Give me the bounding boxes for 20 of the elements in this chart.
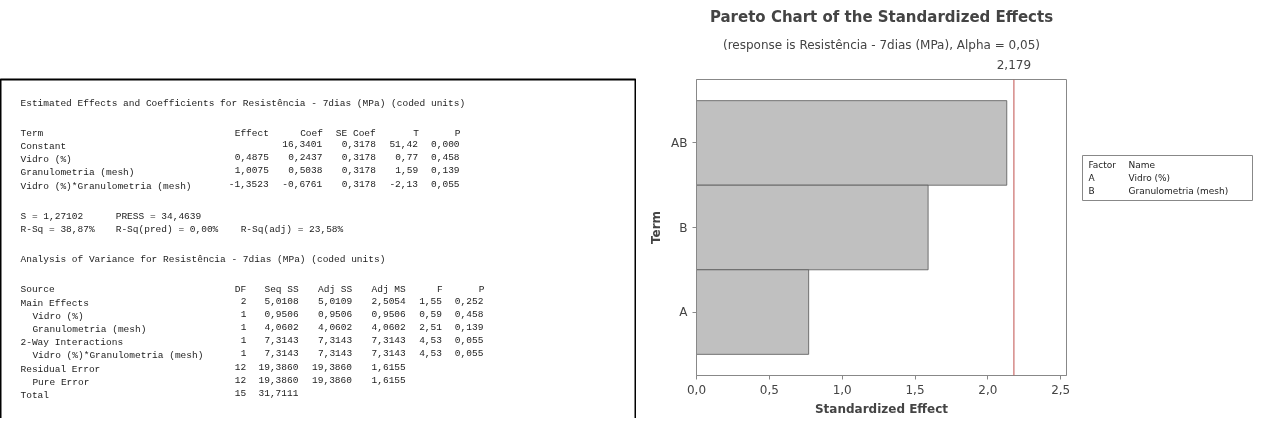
text: Source DF Seq SS Adj SS Adj MS F P Main Effects 2 5,0108 5,0109 2,5054 1,55 0,252 Vidro (%) 1 0,9506 0,9506 0,9506 0,59 0,458 Granulometria (mesh) 1 4,0602 4,0602 4,0602 2,51 0,139 2-Way Interactions 1 7,3143 7,3143 7,3143 4,53 0,055 Vidro (%)*Granulometria (mesh) 1 7,3143 7,3143 7,3143 4,53 0,055 Residual Error 12 19,3860 19,3860 1,6155 Pure Error 12 19,3860 19,3860 1,6155 Total 15 31,7111 <box>20 284 485 401</box>
text: Estimated Effects and Coefficients for Resistência - 7dias (MPa) (coded units) <box>20 97 466 109</box>
y-tick-label: B <box>679 220 688 235</box>
x-tick-label: 2,0 <box>978 382 998 397</box>
text: Term Effect Coef SE Coef T P Constant 16,3401 0,3178 51,42 0,000 Vidro (%) 0,4875 0,2437 0,3178 0,77 0,458 Granulometria (mesh) 1,0075 0,5038 0,3178 1,59 0,139 Vidro (%)*Granulometria (mesh) -1,3523 -0,6761 0,3178 -2,13 0,055 <box>20 127 461 192</box>
text: Analysis of Variance for Resistência - 7dias (MPa) (coded units) <box>20 254 386 266</box>
chart-subtitle: (response is Resistência - 7dias (MPa), Alpha = 0,05) <box>723 37 1040 52</box>
chart-title: Pareto Chart of the Standardized Effects <box>709 7 1054 26</box>
text: S = 1,27102 PRESS = 34,4639 R-Sq = 38,87% R-Sq(pred) = 0,00% R-Sq(adj) = 23,58% <box>20 210 344 235</box>
text: Factor Name A Vidro (%) B Granulometria (mesh) <box>1088 159 1229 196</box>
x-tick-label: 1,0 <box>832 382 852 397</box>
x-tick-label: 2,5 <box>1051 382 1071 397</box>
x-tick-label: 0,5 <box>759 382 779 397</box>
y-axis-title: Term <box>649 210 664 245</box>
y-tick-label: A <box>679 305 689 320</box>
x-tick-label: 0,0 <box>686 382 707 397</box>
x-tick-label: 1,5 <box>905 382 925 397</box>
y-tick-label: AB <box>671 135 688 150</box>
x-axis-title: Standardized Effect <box>814 401 949 416</box>
ref-line-label: 2,179 <box>996 57 1032 72</box>
